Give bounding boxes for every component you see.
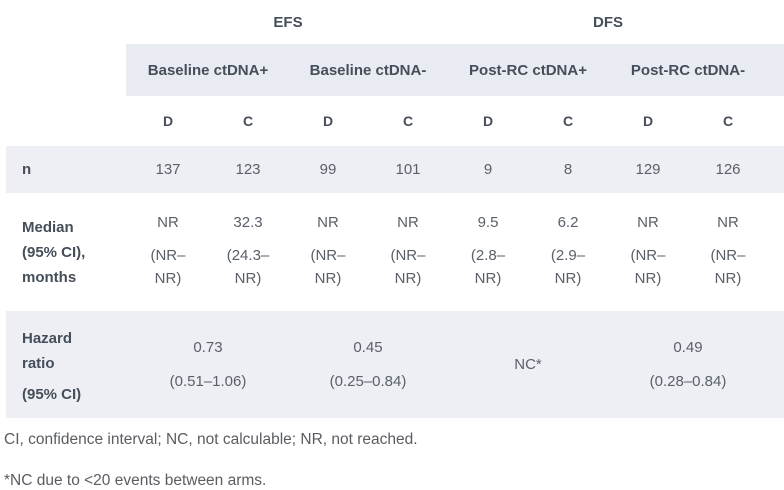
median-ci: (NR– NR) <box>310 247 346 287</box>
super-header-efs: EFS <box>273 13 303 31</box>
arm-header: D <box>322 113 334 129</box>
median-ci: (2.9– NR) <box>550 247 586 287</box>
arm-header: C <box>722 113 734 129</box>
median-value: NR <box>717 214 739 231</box>
arm-header: C <box>402 113 414 129</box>
arm-header: C <box>562 113 574 129</box>
row-n-label: n <box>22 161 32 178</box>
super-header-dfs: DFS <box>593 13 623 31</box>
median-cell: 9.5 (2.8– NR) <box>448 214 528 290</box>
median-cell: NR (NR– NR) <box>688 214 768 290</box>
group-header-row: Baseline ctDNA+ Baseline ctDNA- Post-RC … <box>0 44 784 96</box>
median-cell: NR (NR– NR) <box>288 214 368 290</box>
hazard-value: 0.73 <box>193 339 223 356</box>
n-value: 99 <box>319 161 337 178</box>
arm-header-row: D C D C D C D C <box>0 96 784 146</box>
n-value: 8 <box>563 161 573 178</box>
group-header-baseline-ctdna-neg: Baseline ctDNA- <box>309 61 427 79</box>
median-value: NR <box>397 214 419 231</box>
hazard-ci: (0.51–1.06) <box>169 373 247 390</box>
hazard-value: 0.49 <box>673 339 703 356</box>
median-ci: (NR– NR) <box>630 247 666 287</box>
arm-header: D <box>642 113 654 129</box>
n-value: 129 <box>635 161 661 178</box>
arm-header: C <box>242 113 254 129</box>
hazard-cell: 0.73 (0.51–1.06) <box>128 339 288 390</box>
hazard-cell: NC* <box>448 356 608 373</box>
hazard-value: NC* <box>514 356 542 373</box>
hazard-value: 0.45 <box>353 339 383 356</box>
median-value: NR <box>157 214 179 231</box>
arm-header: D <box>482 113 494 129</box>
row-hazard-ratio: Hazard ratio (95% CI) 0.73 (0.51–1.06) 0… <box>0 311 784 418</box>
median-ci: (2.8– NR) <box>470 247 506 287</box>
super-header-row: EFS DFS <box>0 0 784 44</box>
median-value: 9.5 <box>477 214 499 231</box>
n-value: 123 <box>235 161 261 178</box>
n-value: 101 <box>395 161 421 178</box>
hazard-cell: 0.49 (0.28–0.84) <box>608 339 768 390</box>
n-value: 9 <box>483 161 493 178</box>
median-value: 6.2 <box>557 214 579 231</box>
n-value: 126 <box>715 161 741 178</box>
median-ci: (NR– NR) <box>710 247 746 287</box>
footnote-abbreviations: CI, confidence interval; NC, not calcula… <box>4 431 418 448</box>
group-header-postrc-ctdna-pos: Post-RC ctDNA+ <box>469 61 587 79</box>
arm-header: D <box>162 113 174 129</box>
n-value: 137 <box>155 161 181 178</box>
row-median: Median (95% CI), months NR (NR– NR) 32.3… <box>0 193 784 311</box>
median-cell: NR (NR– NR) <box>128 214 208 290</box>
hazard-ci: (0.28–0.84) <box>649 373 727 390</box>
median-ci: (NR– NR) <box>390 247 426 287</box>
hazard-label-line1: Hazard ratio <box>22 330 73 372</box>
hazard-label-line2: (95% CI) <box>22 386 82 403</box>
row-n: n 137 123 99 101 9 8 129 126 <box>0 146 784 193</box>
row-median-label: Median (95% CI), months <box>22 218 86 286</box>
median-cell: 6.2 (2.9– NR) <box>528 214 608 290</box>
median-value: 32.3 <box>233 214 263 231</box>
median-ci: (NR– NR) <box>150 247 186 287</box>
group-header-postrc-ctdna-neg: Post-RC ctDNA- <box>630 61 746 79</box>
hazard-cell: 0.45 (0.25–0.84) <box>288 339 448 390</box>
footnote-nc: *NC due to <20 events between arms. <box>4 472 267 489</box>
median-ci: (24.3– NR) <box>226 247 270 287</box>
median-cell: 32.3 (24.3– NR) <box>208 214 288 290</box>
median-cell: NR (NR– NR) <box>608 214 688 290</box>
median-value: NR <box>317 214 339 231</box>
median-cell: NR (NR– NR) <box>368 214 448 290</box>
hazard-ci: (0.25–0.84) <box>329 373 407 390</box>
row-hazard-label: Hazard ratio (95% CI) <box>0 326 128 403</box>
group-header-baseline-ctdna-pos: Baseline ctDNA+ <box>147 61 269 79</box>
median-value: NR <box>637 214 659 231</box>
